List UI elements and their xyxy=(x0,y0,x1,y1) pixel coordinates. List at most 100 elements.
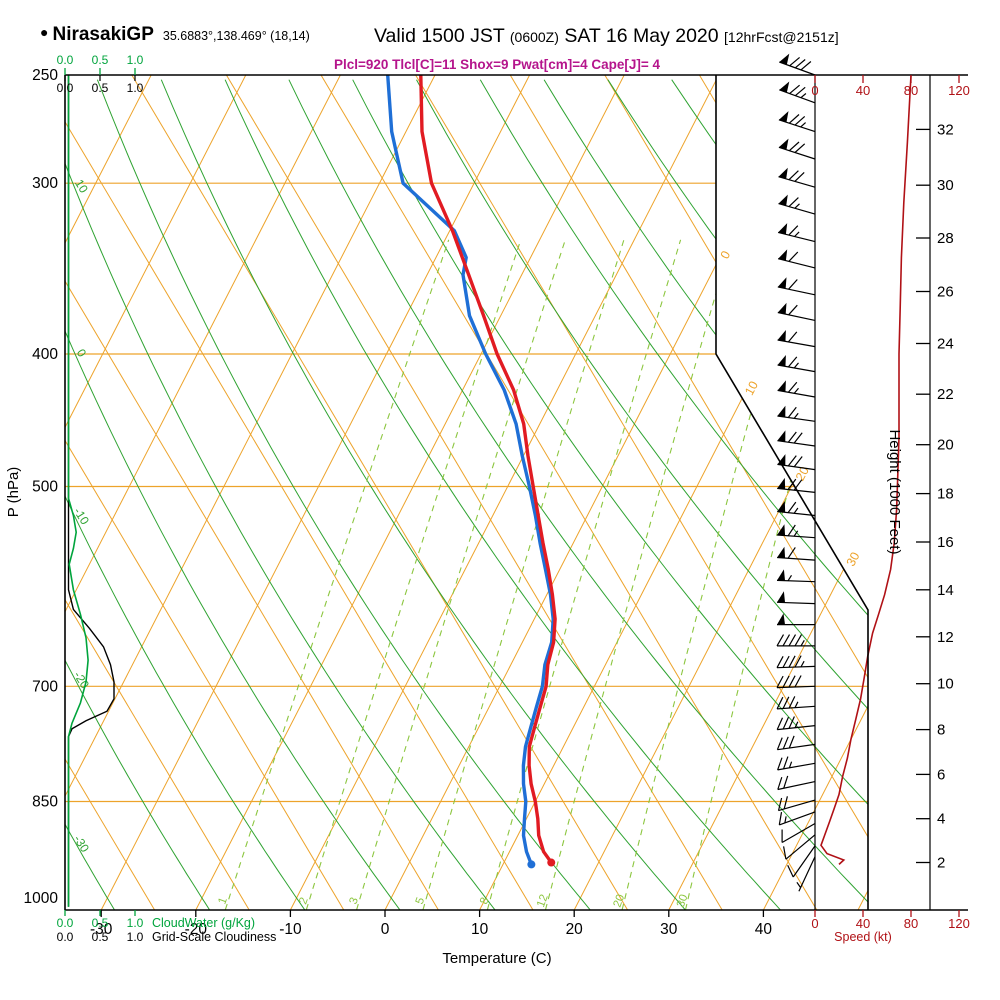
cloudiness-scale-label: 1.0 xyxy=(127,81,144,95)
wind-barb xyxy=(778,194,816,215)
temperature-grid xyxy=(65,75,868,910)
temperature-trace xyxy=(419,75,557,865)
dewpoint-trace xyxy=(386,75,555,867)
wind-barb xyxy=(779,81,816,104)
temperature-tick-label: 0 xyxy=(381,921,390,938)
chart-borders xyxy=(64,74,968,911)
height-tick-label: 24 xyxy=(937,336,954,353)
sounding-parameters: Plcl=920 Tlcl[C]=11 Shox=9 Pwat[cm]=4 Ca… xyxy=(334,57,661,72)
wind-barb xyxy=(779,53,816,76)
pressure-tick-label: 700 xyxy=(32,678,58,695)
wind-barbs xyxy=(776,53,816,910)
wind-barb xyxy=(778,138,816,160)
isotherm-label: 10 xyxy=(742,379,761,398)
wind-barb xyxy=(777,277,816,296)
dewpoint-surface-dot xyxy=(527,860,536,869)
dry-adiabat-label: 10 xyxy=(72,177,91,196)
wind-barb xyxy=(776,569,816,583)
station-name: NirasakiGP xyxy=(52,24,154,45)
cloudiness-scale-label: 1.0 xyxy=(127,930,144,944)
cloudwater-scale-label: 0.0 xyxy=(57,53,74,67)
cloudiness-scale-label: 0.5 xyxy=(92,930,109,944)
cloudiness-axis-title: Grid-Scale Cloudiness xyxy=(152,930,276,944)
valid-date: SAT 16 May 2020 xyxy=(564,25,719,47)
wind-barb xyxy=(776,655,816,669)
temperature-tick-label: 20 xyxy=(566,921,584,938)
wind-barb xyxy=(777,546,816,561)
wind-barb xyxy=(778,167,816,188)
temperature-tick-label: 30 xyxy=(660,921,678,938)
cloudwater-scale-label: 1.0 xyxy=(127,53,144,67)
height-tick-label: 8 xyxy=(937,722,945,739)
height-tick-label: 30 xyxy=(937,177,954,194)
cloudiness-scale-label: 0.0 xyxy=(57,81,74,95)
wind-barb xyxy=(776,591,816,605)
height-tick-label: 10 xyxy=(937,676,954,693)
cloudwater-axis-title: CloudWater (g/Kg) xyxy=(152,916,255,930)
wind-barb xyxy=(777,775,816,791)
cloudiness-scale-label: 0.5 xyxy=(92,81,109,95)
station-header: ● NirasakiGP 35.6883°,138.469° (18,14) xyxy=(40,24,310,46)
speed-tick-label: 40 xyxy=(856,916,870,931)
mixing-ratio-label: 5 xyxy=(414,896,427,906)
speed-tick-label: 120 xyxy=(948,83,970,98)
wind-barb xyxy=(777,613,815,626)
forecast-reference: [12hrFcst@2151z] xyxy=(724,29,839,45)
wind-barb xyxy=(777,249,816,269)
pressure-tick-label: 850 xyxy=(32,794,58,811)
speed-tick-label: 0 xyxy=(811,916,818,931)
wind-barb xyxy=(776,696,816,710)
pressure-tick-label: 400 xyxy=(32,346,58,363)
wind-barb xyxy=(777,501,816,517)
wind-speed-curve xyxy=(820,74,912,865)
dry-adiabat-lines xyxy=(65,79,868,910)
speed-tick-label: 120 xyxy=(948,916,970,931)
height-tick-label: 14 xyxy=(937,582,954,599)
valid-time-zulu: (0600Z) xyxy=(509,29,559,45)
cloudiness-scale-label: 0.0 xyxy=(57,930,74,944)
cloudwater-profile xyxy=(67,75,89,907)
pressure-tick-label: 500 xyxy=(32,478,58,495)
temperature-tick-label: 10 xyxy=(471,921,489,938)
height-tick-label: 22 xyxy=(937,386,954,403)
station-bullet-icon: ● xyxy=(40,24,49,40)
cloudwater-scale-label: 0.5 xyxy=(92,53,109,67)
wind-barb xyxy=(777,380,816,398)
cloud-profiles xyxy=(67,75,115,907)
wind-barb xyxy=(778,111,816,133)
speed-tick-label: 80 xyxy=(904,83,918,98)
wind-barb xyxy=(777,524,816,539)
cloudwater-scale-label: 0.0 xyxy=(57,916,74,930)
height-tick-label: 16 xyxy=(937,534,954,551)
temperature-tick-label: -20 xyxy=(185,921,208,938)
height-tick-label: 26 xyxy=(937,283,954,300)
height-tick-label: 2 xyxy=(937,855,945,872)
dry-adiabat-label: 0 xyxy=(74,346,90,359)
wind-barb xyxy=(776,716,816,731)
height-axis-title: Height (1000 Feet) xyxy=(886,429,903,554)
wind-barb xyxy=(777,330,816,348)
mixing-ratio-label: 20 xyxy=(612,893,628,909)
pressure-tick-label: 1000 xyxy=(24,890,59,907)
valid-time-header: Valid 1500 JST (0600Z) SAT 16 May 2020 [… xyxy=(374,25,839,48)
mixing-ratio-lines xyxy=(224,239,855,910)
wind-barb xyxy=(787,845,816,878)
wind-barb xyxy=(777,355,816,373)
cloudwater-scale-label: 1.0 xyxy=(127,916,144,930)
height-tick-label: 12 xyxy=(937,629,954,646)
temperature-tick-label: 40 xyxy=(755,921,773,938)
mixing-ratio-label: 2 xyxy=(297,896,310,906)
cloudiness-profile xyxy=(67,75,115,907)
wind-barb xyxy=(777,756,816,771)
height-tick-label: 32 xyxy=(937,121,954,138)
mixing-ratio-label: 12 xyxy=(535,893,551,909)
isotherm-label: 30 xyxy=(844,550,863,569)
isobar-lines xyxy=(65,182,868,803)
temperature-tick-label: -30 xyxy=(90,921,113,938)
temperature-axis-title: Temperature (C) xyxy=(442,950,551,967)
height-tick-label: 4 xyxy=(937,811,945,828)
valid-time-prefix: Valid 1500 JST xyxy=(374,25,505,47)
temperature-surface-dot xyxy=(547,858,556,867)
